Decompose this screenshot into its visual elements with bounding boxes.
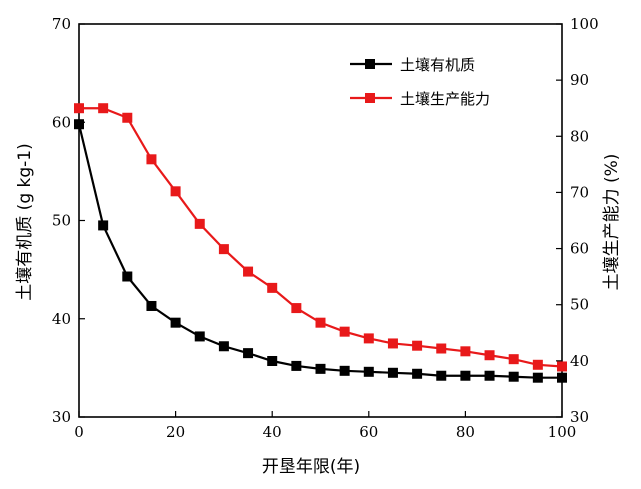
legend-marker-organic-matter	[365, 59, 375, 69]
y-axis-right-title: 土壤生产能力 (%)	[601, 154, 622, 291]
y-right-tick-label: 80	[570, 127, 589, 145]
x-tick-label: 0	[74, 423, 84, 441]
x-tick-label: 40	[263, 423, 282, 441]
data-point	[412, 368, 423, 379]
y-axis-left-title: 土壤有机质 (g kg-1)	[14, 143, 35, 300]
data-point	[508, 371, 519, 382]
x-tick-label: 80	[456, 423, 475, 441]
data-point	[98, 103, 109, 114]
data-point	[339, 365, 350, 376]
data-point	[387, 367, 398, 378]
data-point	[291, 303, 302, 314]
legend-marker-productivity	[365, 93, 375, 103]
y-right-tick-label: 90	[570, 71, 589, 89]
y-left-tick-label: 60	[52, 113, 71, 131]
data-point	[74, 103, 84, 114]
data-point	[363, 366, 374, 377]
y-right-tick-label: 50	[570, 296, 589, 314]
data-point	[146, 154, 157, 165]
x-tick-label: 60	[359, 423, 378, 441]
data-point	[460, 370, 471, 381]
x-axis-title: 开垦年限(年)	[262, 457, 360, 477]
data-point	[146, 300, 157, 311]
data-point	[218, 244, 229, 255]
data-point	[218, 341, 229, 352]
y-right-tick-label: 60	[570, 240, 589, 258]
data-point	[267, 282, 278, 293]
data-point	[484, 370, 495, 381]
data-point	[194, 331, 205, 342]
y-left-tick-label: 50	[52, 212, 71, 230]
y-left-tick-label: 40	[52, 310, 71, 328]
data-point	[508, 354, 519, 365]
x-tick-label: 20	[166, 423, 185, 441]
data-point	[243, 348, 254, 359]
data-point	[557, 361, 567, 372]
data-point	[243, 266, 254, 277]
y-left-tick-label: 30	[52, 408, 71, 426]
series-line	[79, 107, 563, 368]
data-point	[532, 372, 543, 383]
data-point	[387, 338, 398, 349]
legend: 土壤有机质 土壤生产能力	[350, 56, 490, 108]
data-point	[74, 119, 84, 130]
series-layer	[74, 103, 567, 383]
data-point	[170, 317, 181, 328]
data-point	[170, 186, 181, 197]
data-point	[122, 271, 133, 282]
legend-label-organic-matter: 土壤有机质	[400, 56, 475, 74]
y-right-tick-label: 70	[570, 183, 589, 201]
y-right-tick-label: 100	[570, 15, 599, 33]
data-point	[436, 370, 447, 381]
data-point	[363, 333, 374, 344]
data-point	[557, 372, 567, 383]
series-organic-matter	[74, 119, 567, 383]
data-point	[291, 360, 302, 371]
data-point	[339, 326, 350, 337]
y-right-tick-label: 40	[570, 352, 589, 370]
y-right-tick-label: 30	[570, 408, 589, 426]
data-point	[315, 363, 326, 374]
data-point	[122, 112, 133, 123]
data-point	[460, 346, 471, 357]
legend-label-productivity: 土壤生产能力	[400, 90, 490, 108]
data-point	[194, 218, 205, 229]
y-left-tick-label: 70	[52, 15, 71, 33]
data-point	[412, 340, 423, 351]
data-point	[436, 343, 447, 354]
data-point	[98, 220, 109, 231]
x-tick-label: 100	[548, 423, 577, 441]
data-point	[532, 359, 543, 370]
data-point	[267, 355, 278, 366]
data-point	[484, 350, 495, 361]
series-productivity	[74, 103, 567, 372]
data-point	[315, 317, 326, 328]
